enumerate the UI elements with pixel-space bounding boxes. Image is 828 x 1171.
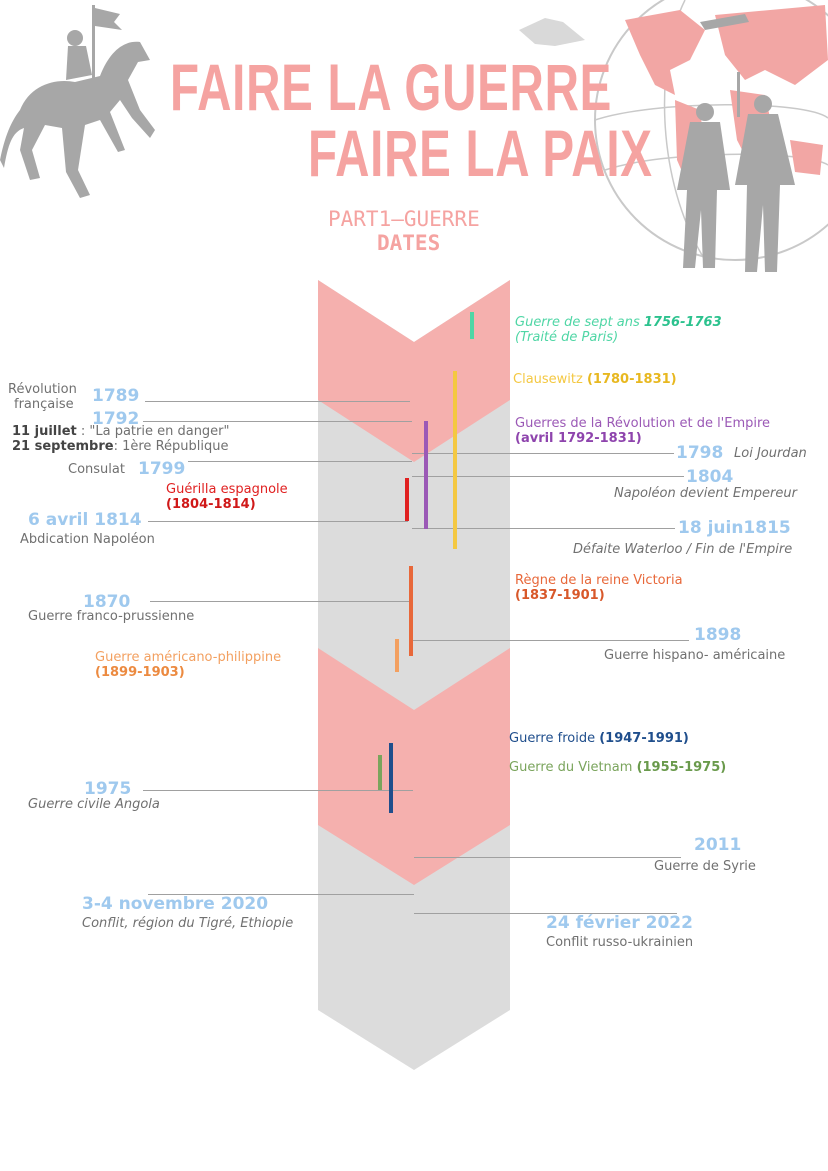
bar-guerre-sept-ans [470,312,474,339]
connector-1975 [143,790,413,791]
subtitle-dates: DATES [377,231,441,255]
year-1814: 6 avril 1814 [28,510,142,530]
label-1815: Défaite Waterloo / Fin de l'Empire [573,542,793,557]
label-1792-text2: : 1ère République [113,439,229,454]
bar-guerre-froide [389,743,393,813]
year-1789: 1789 [92,386,140,406]
range-victoria: (1837-1901) [515,588,605,603]
bar-clausewitz [453,371,457,549]
label-victoria: Règne de la reine Victoria [515,573,683,588]
year-1798: 1798 [676,443,724,463]
label-vietnam: Guerre du Vietnam (1955-1975) [509,760,727,776]
label-1975: Guerre civile Angola [28,797,160,812]
subtitle-part: PART1—GUERRE [328,207,480,231]
year-1975: 1975 [84,779,132,799]
range-revolution-empire: (avril 1792-1831) [515,431,642,446]
range-philippine: (1899-1903) [95,665,185,680]
connector-1798 [412,453,674,454]
range-guerre-froide: (1947-1991) [599,731,689,746]
page-title-line2: FAIRE LA PAIX [308,116,653,190]
label-revolution-1: Révolution [8,382,77,397]
year-2011: 2011 [694,835,742,855]
label-2022: Conflit russo-ukrainien [546,935,694,950]
bar-philippine [395,639,399,672]
label-2011: Guerre de Syrie [654,859,756,874]
label-1792-line2: 21 septembre: 1ère République [12,439,229,455]
label-1792-date2: 21 septembre [12,439,114,454]
label-sept-ans-text: Guerre de sept ans [515,315,644,330]
label-sept-ans: Guerre de sept ans 1756-1763 [515,315,722,331]
label-vietnam-text: Guerre du Vietnam [509,760,637,775]
connector-2020 [148,894,414,895]
year-1870: 1870 [83,592,131,612]
label-guerre-froide-text: Guerre froide [509,731,600,746]
label-1814: Abdication Napoléon [20,532,155,547]
timeline-ribbon [318,280,510,1070]
label-revolution-empire: Guerres de la Révolution et de l'Empire [515,416,771,431]
label-1798: Loi Jourdan [734,446,807,461]
label-philippine: Guerre américano-philippine [95,650,282,665]
label-1804: Napoléon devient Empereur [614,486,797,501]
label-1870: Guerre franco-prussienne [28,609,195,624]
year-2020: 3-4 novembre 2020 [82,894,269,914]
bar-vietnam [378,755,382,790]
label-guerilla: Guérilla espagnole [166,482,288,497]
year-1799: 1799 [138,459,186,479]
range-sept-ans: 1756-1763 [643,315,722,330]
connector-2022 [414,913,677,914]
bar-guerilla [405,478,409,521]
year-1898: 1898 [694,625,742,645]
label-2020: Conflit, région du Tigré, Ethiopie [82,916,294,931]
label-clausewitz: Clausewitz (1780-1831) [513,372,677,388]
page-title-line1: FAIRE LA GUERRE [170,50,613,124]
connector-1792 [143,421,412,422]
bar-revolution-empire [424,421,428,529]
year-1792: 1792 [92,409,140,429]
connector-1898 [412,640,689,641]
note-sept-ans: (Traité de Paris) [515,330,619,345]
year-2022: 24 février 2022 [546,913,693,933]
connector-1870 [150,601,410,602]
label-1792-date1: 11 juillet [12,424,77,439]
label-1898: Guerre hispano- américaine [604,648,786,663]
label-clausewitz-text: Clausewitz [513,372,587,387]
range-guerilla: (1804-1814) [166,497,256,512]
label-1792-text1: : "La patrie en danger" [76,424,230,439]
label-consulat: Consulat [68,462,125,477]
bar-victoria [409,566,413,656]
connector-1799 [188,461,412,462]
label-1792-line1: 11 juillet : "La patrie en danger" [12,424,230,440]
world-map-illustration [519,0,828,272]
label-revolution-2: française [14,397,74,412]
connector-2011 [414,857,681,858]
year-1804: 1804 [686,467,734,487]
range-clausewitz: (1780-1831) [586,372,677,387]
connector-1804 [412,476,684,477]
label-guerre-froide: Guerre froide (1947-1991) [509,731,689,747]
range-vietnam: (1955-1975) [636,760,727,775]
connector-1815 [412,528,675,529]
year-1815: 18 juin1815 [678,518,791,538]
horseman-illustration [0,5,155,199]
connector-1789 [145,401,410,402]
connector-1814 [148,521,408,522]
